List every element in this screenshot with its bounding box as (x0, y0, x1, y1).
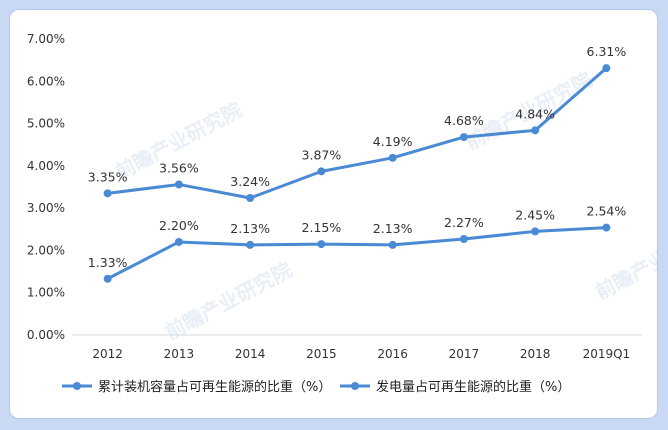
series-1-point (388, 153, 397, 162)
series-2-data-label: 1.33% (88, 255, 128, 270)
series-1-point (317, 167, 326, 176)
series-2-data-label: 2.15% (302, 220, 342, 235)
y-tick-label: 7.00% (27, 32, 65, 46)
series-2-point (317, 240, 326, 249)
series-1-point (174, 180, 183, 189)
series-1-data-label: 3.87% (302, 147, 342, 162)
series-1-data-label: 6.31% (587, 44, 627, 59)
x-tick-label: 2017 (449, 347, 480, 361)
series-1-data-label: 3.56% (159, 160, 199, 175)
series-2-point (174, 237, 183, 246)
series-2-point (246, 240, 255, 249)
series-2-data-label: 2.54% (587, 204, 627, 219)
x-tick-label: 2014 (235, 347, 266, 361)
y-tick-label: 3.00% (27, 201, 65, 215)
legend-item-1: 累计装机容量占可再生能源的比重（%） (62, 379, 331, 395)
series-1-data-label: 4.84% (515, 106, 555, 121)
watermark-text: 前瞻产业研究院 (161, 257, 296, 344)
x-axis: 2012 2013 2014 2015 2016 2017 2018 2019Q1 (72, 334, 642, 361)
series-2-data-label: 2.20% (159, 218, 199, 233)
watermark-text: 前瞻产业研究院 (591, 217, 658, 304)
series-2: 1.33% 2.20% 2.13% 2.15% 2.13% 2.27% 2.45% 2.54% (88, 204, 627, 283)
x-tick-label: 2012 (92, 347, 123, 361)
series-1-line (106, 66, 608, 200)
y-tick-label: 6.00% (27, 74, 65, 88)
x-tick-label: 2018 (520, 347, 551, 361)
series-2-data-label: 2.13% (373, 221, 413, 236)
legend-label-2: 发电量占可再生能源的比重（%） (376, 379, 570, 395)
series-2-data-label: 2.27% (444, 215, 484, 230)
chart-card: 前瞻产业研究院 前瞻产业研究院 前瞻产业研究院 前瞻产业研究院 0.00% 1.00% 2… (9, 9, 658, 419)
x-tick-label: 2013 (164, 347, 195, 361)
series-2-data-label: 2.45% (515, 207, 555, 222)
y-tick-label: 4.00% (27, 159, 65, 173)
series-2-point (602, 223, 611, 232)
series-1-point (459, 133, 468, 142)
legend-swatch-marker-2 (351, 382, 359, 390)
series-2-point (531, 227, 540, 236)
y-tick-label: 1.00% (27, 286, 65, 300)
series-2-point (459, 235, 468, 244)
series-2-line (106, 226, 608, 281)
series-1-point (531, 126, 540, 135)
y-tick-label: 5.00% (27, 117, 65, 131)
series-2-point (103, 274, 112, 283)
series-1-data-label: 4.68% (444, 113, 484, 128)
series-1-point (602, 64, 611, 73)
series-1: 3.35% 3.56% 3.24% 3.87% 4.19% 4.68% 4.84% 6.31% (88, 44, 627, 202)
series-layer: 3.35% 3.56% 3.24% 3.87% 4.19% 4.68% 4.84% 6.31%… (88, 44, 627, 283)
series-1-data-label: 4.19% (373, 134, 413, 149)
legend-swatch-marker-1 (73, 382, 81, 390)
series-1-data-label: 3.35% (88, 169, 128, 184)
x-tick-label: 2019Q1 (583, 347, 631, 361)
x-tick-label: 2015 (306, 347, 337, 361)
y-tick-label: 0.00% (27, 328, 65, 342)
series-2-point (388, 240, 397, 249)
legend-label-1: 累计装机容量占可再生能源的比重（%） (98, 379, 331, 395)
legend-item-2: 发电量占可再生能源的比重（%） (340, 379, 570, 395)
x-tick-label: 2016 (377, 347, 408, 361)
series-1-data-label: 3.24% (230, 174, 270, 189)
y-tick-label: 2.00% (27, 243, 65, 257)
series-1-point (246, 193, 255, 202)
legend: 累计装机容量占可再生能源的比重（%） 发电量占可再生能源的比重（%） (62, 379, 570, 395)
series-1-point (103, 189, 112, 198)
y-axis: 0.00% 1.00% 2.00% 3.00% 4.00% 5.00% 6.00% 7.00% (27, 32, 65, 342)
series-2-data-label: 2.13% (230, 221, 270, 236)
